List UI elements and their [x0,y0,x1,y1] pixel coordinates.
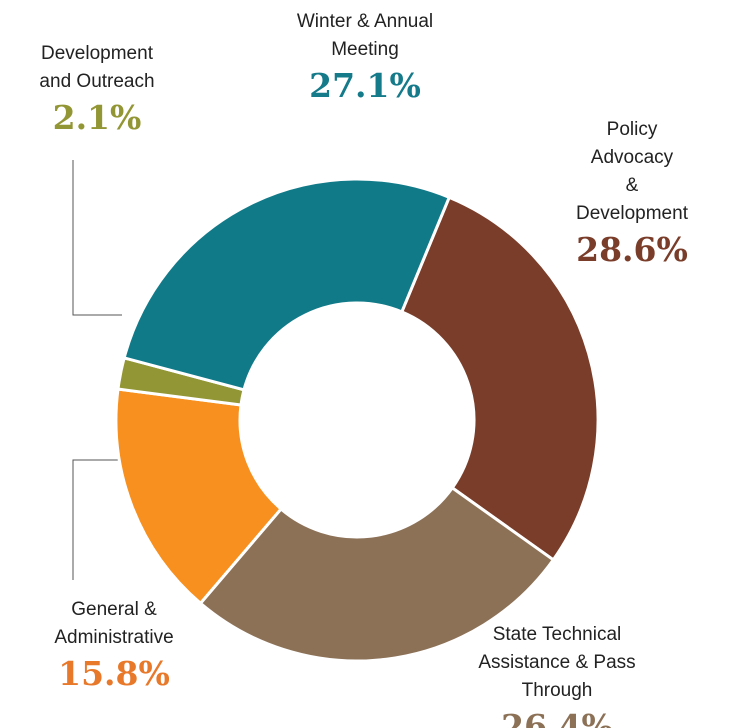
value-label: 28.6% [576,230,688,269]
category-label: Policy Advocacy & Development [576,119,688,224]
segment-label: Development and Outreach 2.1% [39,40,154,140]
segment-label: Policy Advocacy & Development 28.6% [576,116,688,272]
donut-segment [122,177,452,392]
value-label: 26.4% [501,707,613,728]
segment-label: State Technical Assistance & Pass Throug… [467,621,648,728]
category-label: Winter & Annual Meeting [296,11,434,60]
value-label: 27.1% [309,66,421,105]
donut-segment [114,387,284,606]
leader-line [72,160,122,316]
category-label: State Technical Assistance & Pass Throug… [478,624,636,701]
segment-label: General & Administrative 15.8% [54,596,173,696]
category-label: General & Administrative [54,599,174,648]
value-label: 15.8% [58,654,170,693]
category-label: Development and Outreach [39,43,155,92]
donut-segment [399,195,600,562]
value-label: 2.1% [52,98,142,137]
segment-label: Winter & Annual Meeting 27.1% [297,8,433,108]
donut-segment [198,485,556,663]
leader-line [72,459,122,580]
